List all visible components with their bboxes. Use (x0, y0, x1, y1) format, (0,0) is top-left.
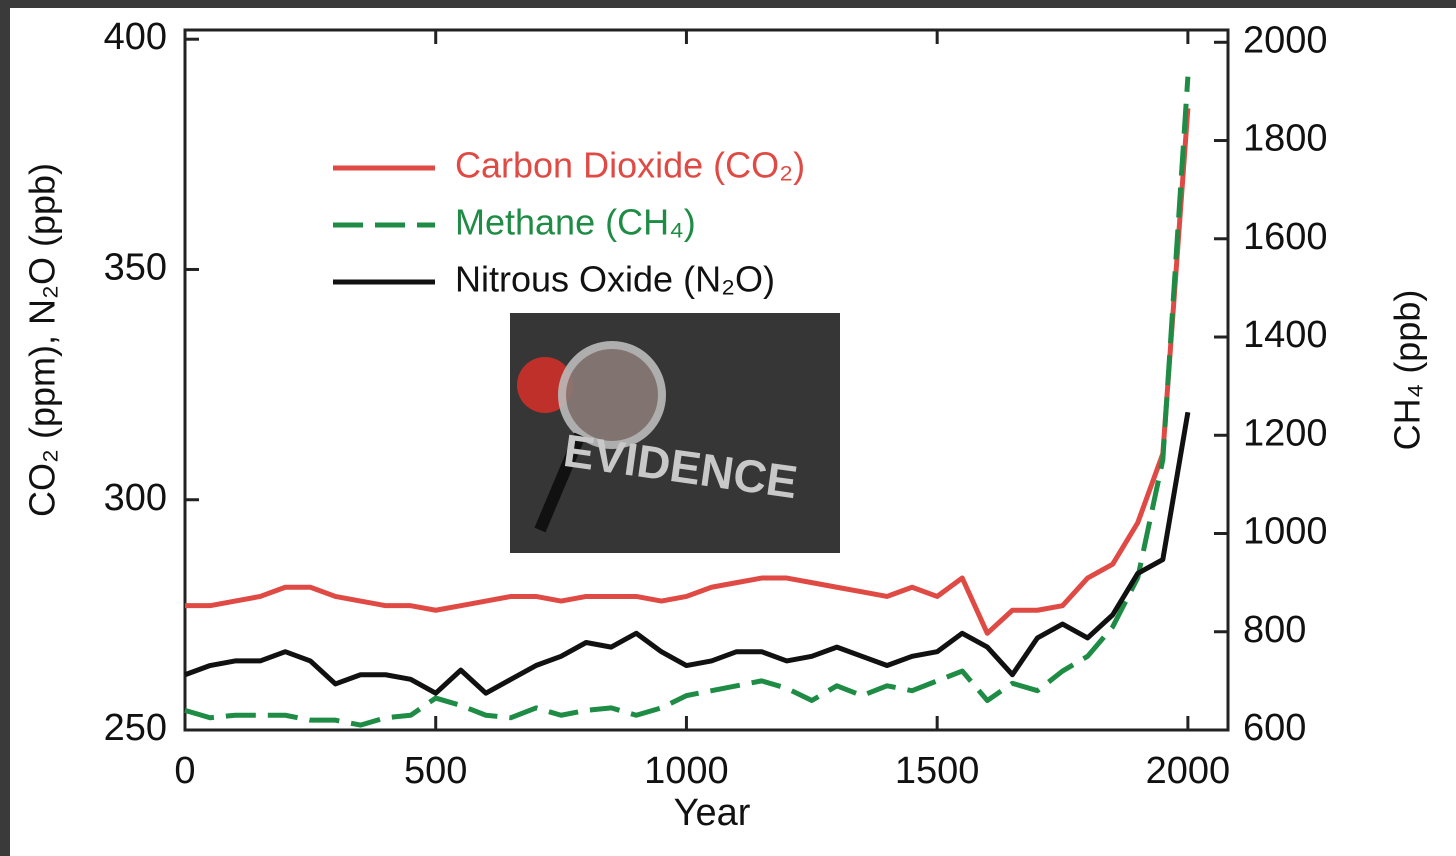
magnifier-lens (558, 341, 666, 449)
series-line (184, 411, 1191, 696)
x-tick-label: 500 (404, 750, 467, 792)
legend-label: Nitrous Oxide (N₂O) (455, 259, 775, 300)
y2-tick-label: 1200 (1243, 412, 1328, 454)
y2-tick-label: 1000 (1243, 511, 1328, 553)
x-tick-label: 0 (174, 750, 195, 792)
y2-tick-label: 800 (1243, 609, 1306, 651)
legend-label: Methane (CH₄) (455, 202, 696, 243)
series-line (185, 108, 1191, 636)
x-tick-label: 1000 (644, 750, 729, 792)
x-tick-label: 1500 (895, 750, 980, 792)
y-tick-label: 400 (104, 16, 167, 58)
magnifier-handle (534, 432, 586, 533)
series-line (184, 76, 1191, 728)
x-tick-label: 2000 (1146, 750, 1231, 792)
y2-tick-label: 1600 (1243, 216, 1328, 258)
y2-tick-label: 1400 (1243, 314, 1328, 356)
image-background (510, 313, 840, 553)
evidence-image: EVIDENCE (510, 313, 840, 553)
y-axis-label: CO₂ (ppm), N₂O (ppb) (22, 163, 63, 517)
x-axis-label: Year (674, 792, 751, 834)
y2-tick-label: 1800 (1243, 118, 1328, 160)
y-tick-label: 250 (104, 707, 167, 749)
y-tick-label: 300 (104, 477, 167, 519)
y-tick-label: 350 (104, 247, 167, 289)
plot-frame (183, 28, 1230, 732)
y2-tick-label: 600 (1243, 707, 1306, 749)
y2-axis-label: CH₄ (ppb) (1387, 290, 1428, 451)
y2-tick-label: 2000 (1243, 19, 1328, 61)
legend-label: Carbon Dioxide (CO₂) (455, 145, 805, 186)
